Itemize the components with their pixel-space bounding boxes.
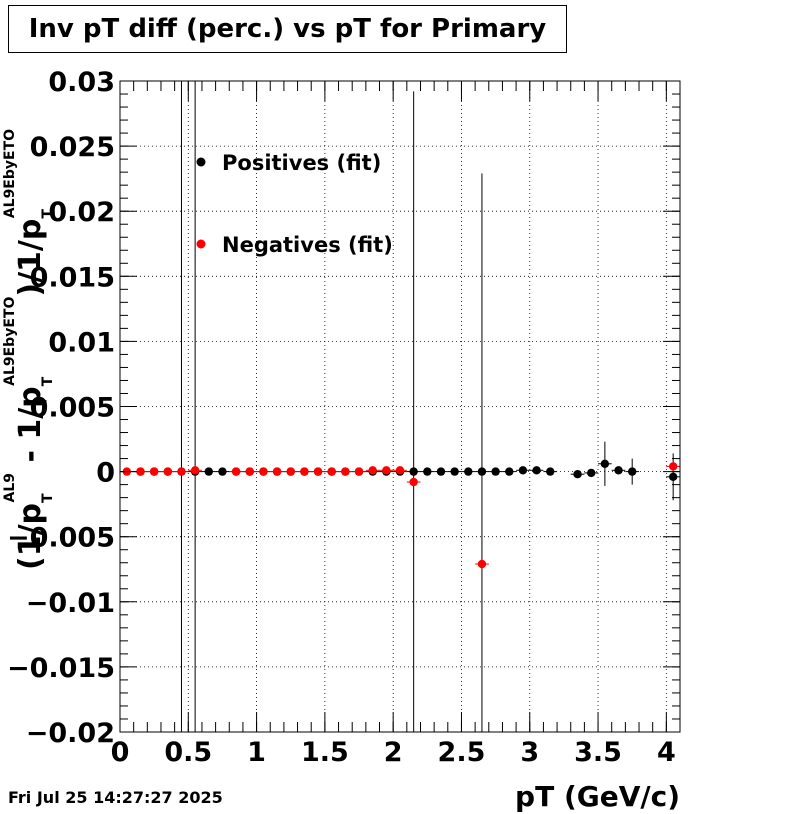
legend-label-positives: Positives (fit) bbox=[222, 151, 381, 175]
data-point-positive bbox=[546, 467, 555, 476]
data-point-negative bbox=[668, 462, 678, 471]
data-point-positive bbox=[532, 466, 541, 475]
data-point-negative bbox=[395, 466, 405, 475]
legend: Positives (fit) Negatives (fit) bbox=[196, 151, 393, 257]
data-point-positive bbox=[423, 467, 432, 476]
y-tick-label: 0 bbox=[96, 458, 115, 489]
y-title-close: )/1/p bbox=[13, 219, 48, 297]
svg-text:(1/pTAL9 - 1/pTAL9EbyETO)/1/pT: (1/pTAL9 - 1/pTAL9EbyETO)/1/pTAL9EbyETO bbox=[2, 129, 56, 570]
data-point-negative bbox=[272, 467, 282, 476]
y-title-sub-t2: T bbox=[40, 376, 56, 386]
data-point-negative bbox=[245, 467, 254, 476]
x-tick-label: 0 bbox=[111, 737, 130, 768]
data-point-negative bbox=[286, 467, 295, 476]
data-point-negative bbox=[149, 467, 159, 476]
legend-marker-positives bbox=[196, 157, 206, 167]
data-point-positive bbox=[668, 472, 678, 482]
footer-timestamp: Fri Jul 25 14:27:27 2025 bbox=[8, 788, 223, 807]
y-tick-labels: −0.02 −0.015 −0.01 −0.005 0 0.005 0.01 0.015 0.0… bbox=[7, 67, 115, 749]
legend-label-negatives: Negatives (fit) bbox=[222, 233, 393, 257]
y-title-open: (1/p bbox=[13, 503, 48, 570]
x-tick-label: 2 bbox=[384, 737, 403, 768]
y-tick-label: −0.01 bbox=[26, 588, 115, 619]
axis-ticks bbox=[119, 80, 681, 733]
y-axis-title: (1/pTAL9 - 1/pTAL9EbyETO)/1/pTAL9EbyETO bbox=[2, 129, 56, 570]
x-tick-label: 0.5 bbox=[164, 737, 212, 768]
y-tick-label: −0.015 bbox=[7, 653, 115, 684]
data-point-negative bbox=[300, 467, 309, 476]
y-title-minus: - 1/p bbox=[13, 386, 48, 473]
data-point-positive bbox=[218, 467, 227, 476]
y-title-sup-eby1: AL9EbyETO bbox=[2, 297, 18, 386]
data-point-negative bbox=[341, 467, 350, 476]
data-point-negative bbox=[368, 466, 377, 475]
data-point-negative bbox=[259, 467, 268, 476]
y-tick-label: 0.02 bbox=[48, 197, 115, 228]
data-point-negative bbox=[382, 466, 391, 475]
data-point-positive bbox=[477, 467, 487, 476]
x-tick-label: 1.5 bbox=[301, 737, 349, 768]
y-tick-label: 0.025 bbox=[30, 132, 115, 163]
chart-title: Inv pT diff (perc.) vs pT for Primary bbox=[28, 14, 547, 44]
data-point-positive bbox=[600, 459, 610, 468]
data-point-negative bbox=[327, 467, 336, 476]
data-point-positive bbox=[204, 467, 213, 476]
data-point-positive bbox=[573, 470, 582, 479]
data-point-negative bbox=[163, 467, 173, 476]
y-tick-label: 0.03 bbox=[48, 67, 115, 98]
grid-lines bbox=[119, 80, 680, 733]
y-title-sup-eby2: AL9EbyETO bbox=[2, 129, 18, 218]
data-point-negative bbox=[190, 466, 200, 475]
y-tick-label: 0.01 bbox=[48, 327, 115, 358]
y-tick-label: 0.005 bbox=[30, 393, 115, 424]
data-point-positive bbox=[627, 467, 637, 476]
x-tick-label: 3.5 bbox=[574, 737, 622, 768]
data-points bbox=[122, 459, 678, 569]
x-axis-title: pT (GeV/c) bbox=[515, 780, 680, 813]
x-tick-label: 2.5 bbox=[438, 737, 486, 768]
chart-title-box: Inv pT diff (perc.) vs pT for Primary bbox=[8, 5, 567, 53]
data-point-positive bbox=[614, 466, 623, 475]
data-point-negative bbox=[177, 467, 186, 476]
y-tick-label: −0.005 bbox=[7, 523, 115, 554]
y-tick-label: −0.02 bbox=[26, 718, 115, 749]
data-point-negative bbox=[231, 467, 241, 476]
y-title-sub-t1: T bbox=[40, 493, 56, 503]
data-point-negative bbox=[477, 559, 487, 569]
data-point-negative bbox=[409, 477, 418, 487]
y-title-sub-t3: T bbox=[40, 209, 56, 219]
legend-marker-negatives bbox=[196, 239, 206, 249]
data-point-positive bbox=[518, 466, 528, 475]
x-tick-label: 4 bbox=[657, 737, 676, 768]
y-title-sup-al9: AL9 bbox=[2, 473, 18, 503]
data-point-negative bbox=[354, 467, 364, 476]
x-tick-labels: 0 0.5 1 1.5 2 2.5 3 3.5 4 bbox=[111, 737, 676, 768]
y-tick-label: 0.015 bbox=[30, 262, 115, 293]
x-tick-label: 3 bbox=[520, 737, 539, 768]
x-tick-label: 1 bbox=[247, 737, 266, 768]
data-point-positive bbox=[587, 468, 596, 478]
data-point-positive bbox=[409, 467, 418, 476]
data-point-positive bbox=[436, 467, 446, 476]
data-point-positive bbox=[505, 467, 514, 476]
data-point-positive bbox=[491, 467, 500, 476]
data-point-negative bbox=[136, 467, 145, 476]
data-point-negative bbox=[313, 467, 323, 476]
data-point-positive bbox=[450, 467, 459, 476]
data-point-positive bbox=[464, 467, 473, 476]
